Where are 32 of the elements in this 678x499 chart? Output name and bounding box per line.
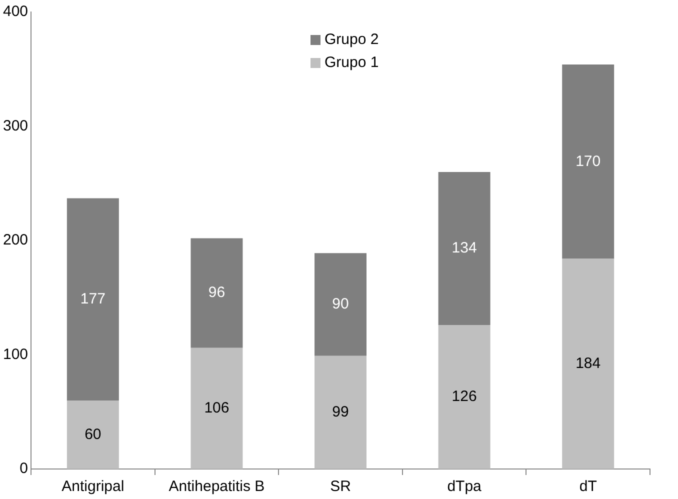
data-label: 126 [452, 388, 477, 406]
bar [66, 198, 119, 400]
y-tick-label: 200 [2, 232, 28, 249]
data-label: 99 [332, 404, 349, 421]
bar [190, 348, 243, 469]
data-label: 60 [84, 426, 102, 443]
y-tick-label: 300 [2, 117, 28, 134]
data-label: 90 [332, 296, 349, 313]
bar [314, 356, 367, 469]
bar [438, 325, 490, 469]
x-tick-label: dT [579, 478, 597, 496]
bar [314, 253, 367, 356]
bar [438, 172, 490, 326]
x-tick-label: Antigripal [62, 478, 124, 496]
data-label: 170 [576, 152, 601, 170]
y-tick-label: 100 [2, 346, 28, 363]
data-label: 106 [204, 400, 230, 417]
bar [66, 400, 119, 469]
data-label: 184 [576, 355, 601, 372]
legend-label: Grupo 1 [324, 54, 379, 72]
bar [562, 258, 614, 469]
data-label: 96 [208, 284, 226, 302]
y-tick-label: 0 [20, 460, 28, 478]
legend-label: Grupo 2 [324, 31, 379, 48]
x-tick-label: SR [330, 478, 352, 496]
data-label: 177 [80, 290, 106, 308]
x-tick-label: dTpa [447, 478, 482, 496]
y-tick-label: 400 [2, 3, 28, 20]
data-label: 134 [452, 240, 477, 257]
bar [562, 64, 614, 259]
x-tick-label: Antihepatitis B [168, 478, 265, 496]
bar [190, 238, 243, 348]
